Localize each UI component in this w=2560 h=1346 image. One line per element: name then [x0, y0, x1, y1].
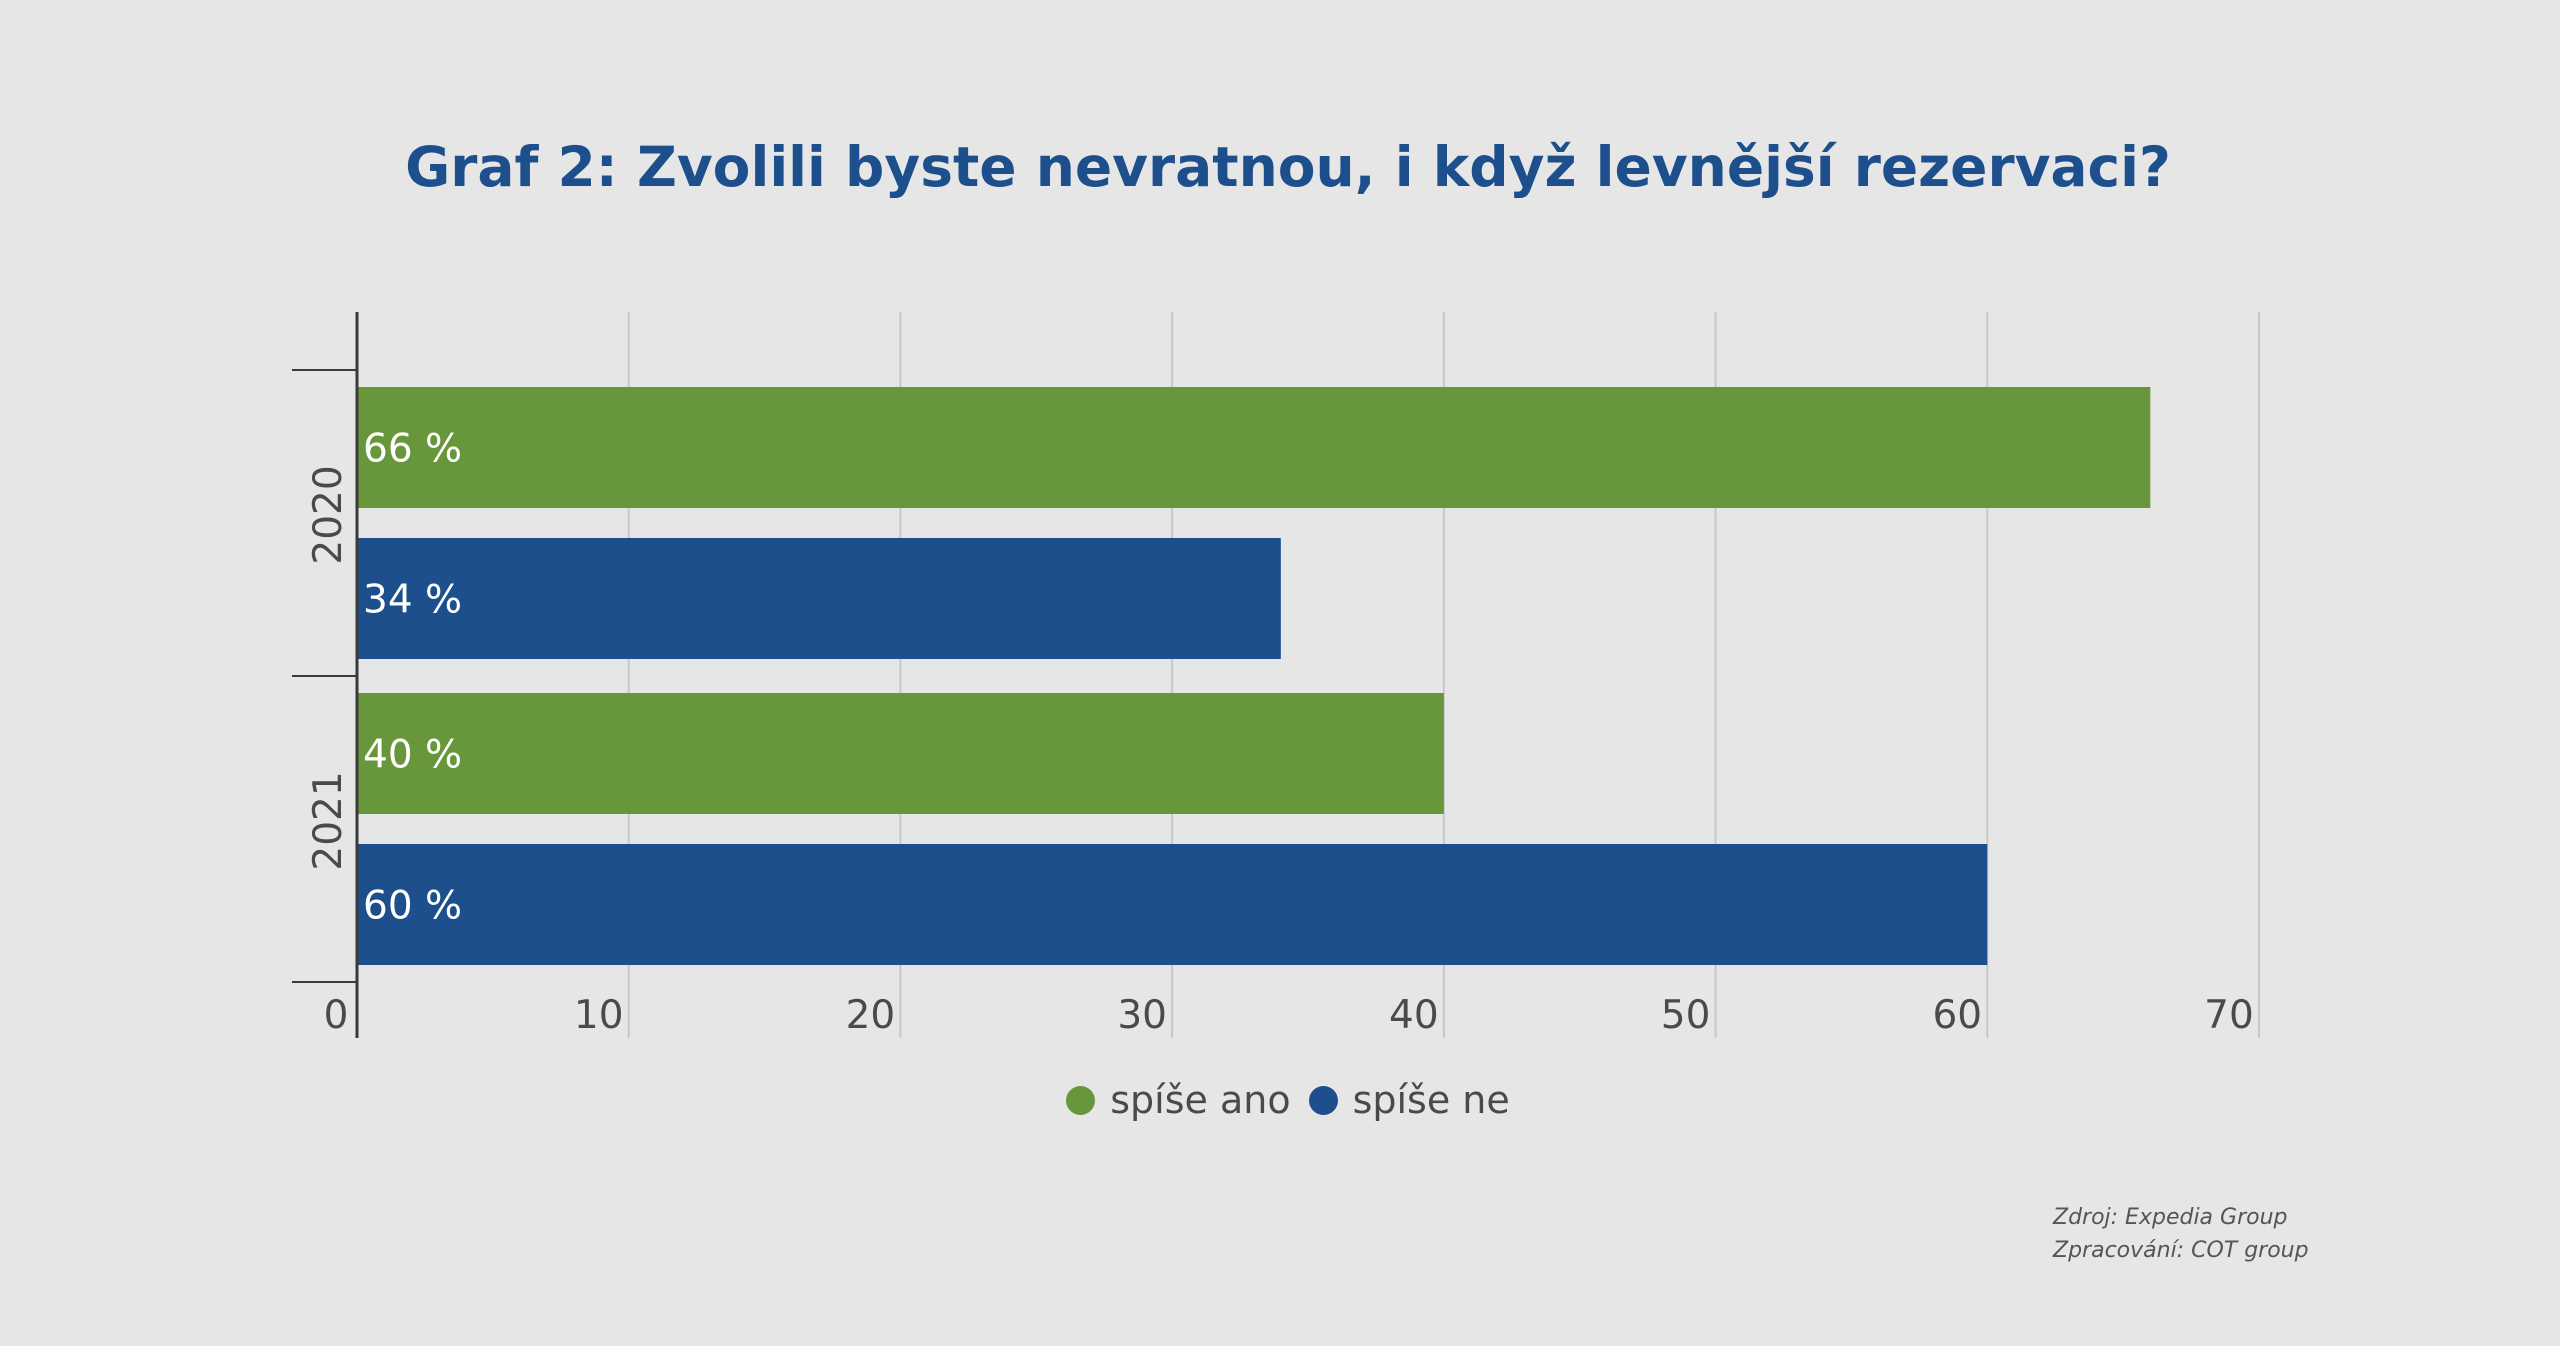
legend-swatch-blue [1308, 1085, 1338, 1115]
x-tick-label-70: 70 [2204, 993, 2254, 1038]
chart-legend: spíše ano spíše ne [0, 1078, 2560, 1122]
legend-label-spise-ano: spíše ano [1110, 1078, 1291, 1122]
legend-item-spise-ano: spíše ano [1066, 1078, 1291, 1122]
chart-title: Graf 2: Zvolili byste nevratnou, i když … [405, 135, 2171, 199]
x-tick-label-40: 40 [1389, 993, 1439, 1038]
category-label-2020: 2020 [306, 465, 351, 564]
data-label-2021-1: 60 % [363, 884, 462, 929]
category-label-2021: 2021 [306, 771, 351, 870]
legend-label-spise-ne: spíše ne [1352, 1078, 1510, 1122]
bar-2020-0 [357, 387, 2151, 508]
data-label-2020-0: 66 % [363, 427, 462, 472]
x-tick-label-10: 10 [574, 993, 624, 1038]
bar-2020-1 [357, 538, 1281, 659]
legend-item-spise-ne: spíše ne [1308, 1078, 1510, 1122]
bar-2021-1 [357, 844, 1988, 965]
data-label-2021-0: 40 % [363, 733, 462, 778]
processing-line: Zpracování: COT group [2053, 1238, 2309, 1263]
source-note: Zdroj: Expedia Group Zpracování: COT gro… [2053, 1201, 2309, 1267]
bar-2021-0 [357, 693, 1444, 814]
x-tick-label-30: 30 [1117, 993, 1167, 1038]
x-tick-label-60: 60 [1932, 993, 1982, 1038]
x-tick-label-0: 0 [324, 993, 349, 1038]
source-line: Zdroj: Expedia Group [2053, 1205, 2288, 1230]
x-tick-label-50: 50 [1661, 993, 1711, 1038]
data-label-2020-1: 34 % [363, 578, 462, 623]
legend-swatch-green [1066, 1085, 1096, 1115]
x-tick-label-20: 20 [846, 993, 896, 1038]
